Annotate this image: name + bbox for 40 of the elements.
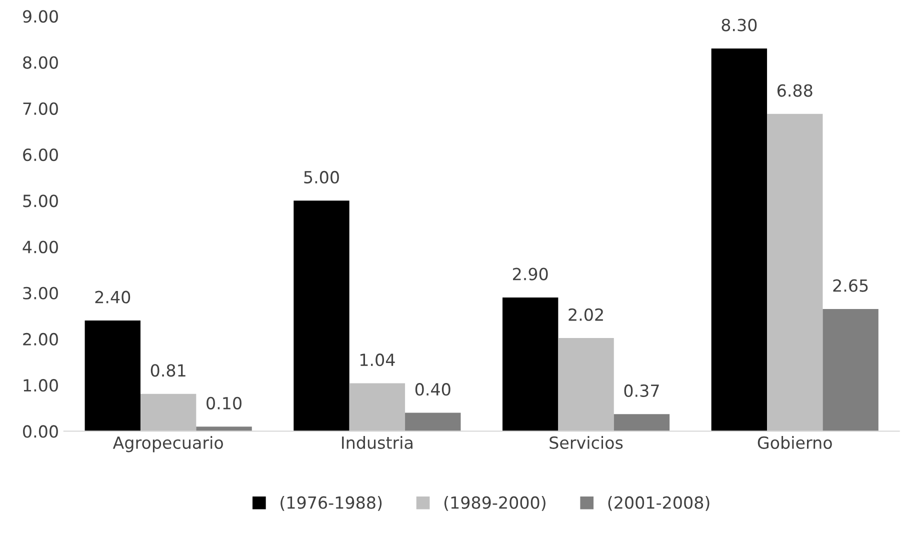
y-tick-label: 4.00 [22, 240, 58, 254]
bar [294, 200, 350, 432]
legend-label: (2001-2008) [608, 496, 710, 511]
data-label: 0.10 [206, 396, 242, 410]
data-label: 2.65 [833, 279, 868, 292]
y-tick-label: 9.00 [22, 10, 58, 23]
y-tick-label: 8.00 [23, 56, 58, 69]
bar [405, 412, 461, 432]
x-tick-label: Servicios [550, 436, 623, 449]
data-label: 8.30 [722, 18, 757, 32]
data-label: 0.37 [624, 384, 659, 398]
bar [822, 308, 878, 432]
y-tick-label: 0.00 [23, 425, 58, 438]
y-tick-label: 3.00 [23, 286, 58, 300]
data-label: 1.04 [360, 354, 395, 366]
data-label: 6.88 [777, 84, 812, 97]
legend-label: (1989-2000) [444, 496, 546, 511]
data-label: 0.81 [150, 364, 186, 377]
bar [349, 383, 406, 432]
data-label: 0.40 [415, 383, 450, 396]
bar [711, 48, 768, 432]
x-tick-label: Gobierno [758, 436, 832, 449]
x-tick-label: Agropecuario [112, 436, 223, 452]
data-label: 5.00 [304, 170, 339, 184]
x-tick-label: Industria [342, 436, 412, 449]
y-tick-label: 1.00 [24, 379, 58, 392]
bar [140, 394, 196, 432]
bar [767, 114, 823, 432]
y-tick-label: 2.00 [23, 332, 58, 346]
legend-label: (1976-1988) [280, 496, 382, 511]
bar [558, 338, 614, 432]
y-tick-label: 7.00 [23, 102, 58, 115]
data-label: 2.40 [95, 290, 130, 304]
bar [614, 414, 670, 432]
bar [84, 320, 140, 432]
bar [502, 297, 558, 432]
data-label: 2.90 [513, 268, 548, 280]
y-tick-label: 5.00 [23, 194, 58, 208]
data-label: 2.02 [568, 308, 603, 321]
y-tick-label: 6.00 [23, 148, 58, 162]
